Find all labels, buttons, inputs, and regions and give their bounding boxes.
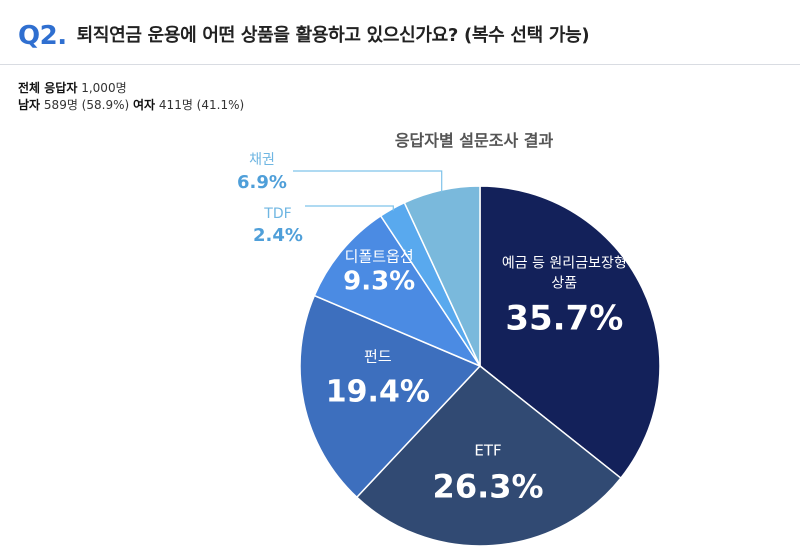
pie-slice-1 bbox=[355, 364, 622, 547]
pie-slice-3 bbox=[313, 214, 483, 368]
respondent-summary: 전체 응답자 1,000명 남자 589명 (58.9%) 여자 411명 (4… bbox=[18, 80, 244, 114]
total-value: 1,000명 bbox=[81, 81, 127, 95]
slice-value-3: 9.3% bbox=[343, 266, 415, 296]
slice-value-0: 35.7% bbox=[505, 298, 623, 338]
question-header: Q2. 퇴직연금 운용에 어떤 상품을 활용하고 있으신가요? (복수 선택 가… bbox=[18, 14, 782, 54]
slice-value-5: 6.9% bbox=[237, 172, 287, 193]
question-number: Q2. bbox=[18, 21, 67, 51]
slice-label-2: 펀드 bbox=[364, 347, 392, 365]
slice-label-4: TDF bbox=[263, 206, 291, 222]
slice-label-1: ETF bbox=[474, 441, 501, 459]
slice-label-5: 채권 bbox=[249, 152, 275, 168]
leader-line-4 bbox=[305, 205, 394, 211]
chart-title: 응답자별 설문조사 결과 bbox=[395, 131, 554, 150]
slice-value-4: 2.4% bbox=[253, 225, 303, 246]
slice-label-3: 디폴트옵션 bbox=[345, 247, 414, 265]
leader-line-5 bbox=[293, 170, 443, 193]
total-label: 전체 응답자 bbox=[18, 81, 78, 95]
female-value: 411명 (41.1%) bbox=[158, 98, 245, 112]
header-divider bbox=[0, 64, 800, 65]
respondent-total: 전체 응답자 1,000명 bbox=[18, 80, 244, 97]
slice-label-0b: 상품 bbox=[551, 275, 577, 291]
male-label: 남자 bbox=[18, 98, 41, 112]
slice-value-1: 26.3% bbox=[433, 467, 544, 505]
pie-slice-2 bbox=[299, 294, 482, 499]
respondent-gender: 남자 589명 (58.9%) 여자 411명 (41.1%) bbox=[18, 97, 244, 114]
pie-slice-0 bbox=[479, 185, 661, 480]
question-title: 퇴직연금 운용에 어떤 상품을 활용하고 있으신가요? (복수 선택 가능) bbox=[76, 25, 590, 46]
female-label: 여자 bbox=[133, 98, 156, 112]
slice-label-0a: 예금 등 원리금보장형 bbox=[502, 255, 627, 271]
male-value: 589명 (58.9%) bbox=[43, 98, 130, 112]
slice-value-2: 19.4% bbox=[326, 374, 430, 409]
